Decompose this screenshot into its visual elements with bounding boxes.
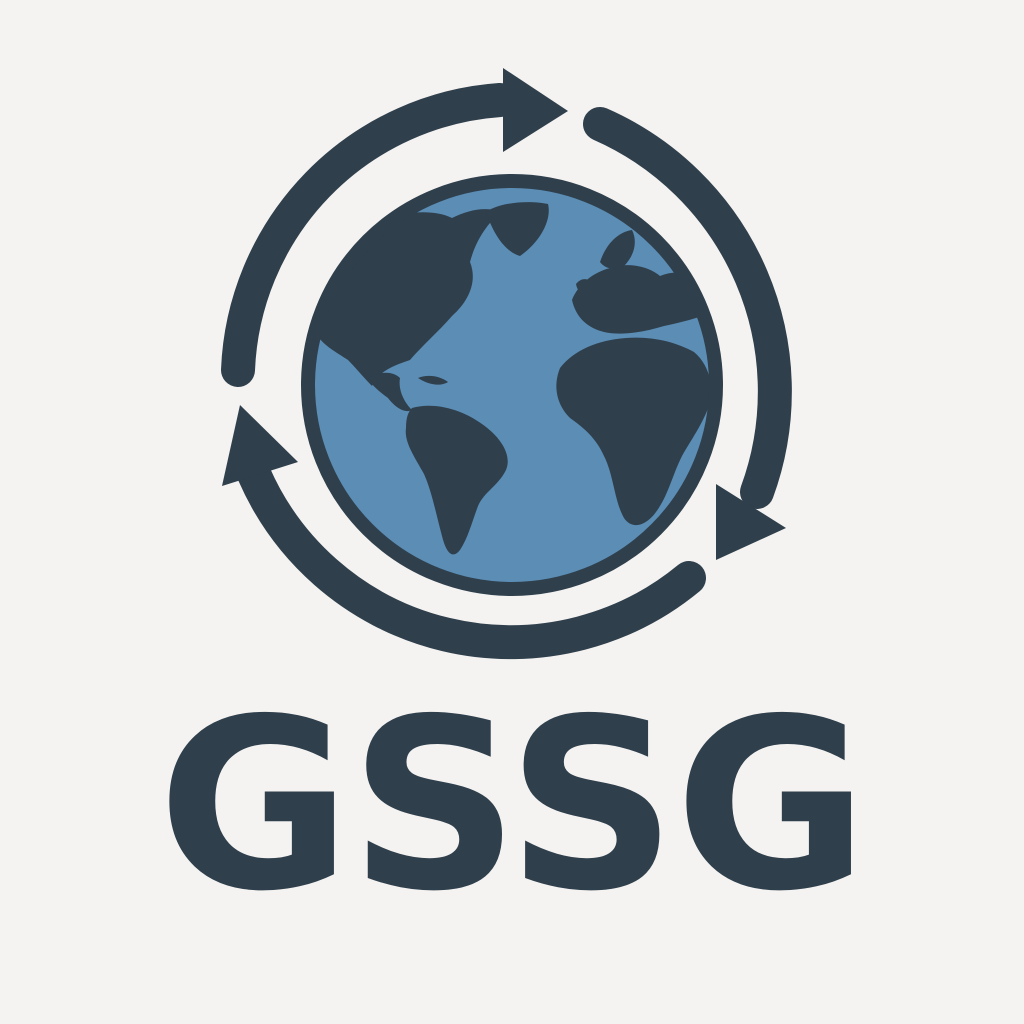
greenland (486, 202, 549, 256)
cycle-arrows-icon (221, 68, 792, 660)
brand-wordmark: GSSG (157, 668, 869, 943)
right-arrowhead (716, 484, 786, 560)
scandinavia (600, 230, 635, 269)
globe-icon (301, 174, 723, 596)
top-arrowhead (503, 68, 568, 152)
caribbean (418, 375, 448, 385)
globe-outline (301, 174, 723, 596)
right-arc (583, 107, 792, 509)
bottom-arc (237, 457, 706, 660)
south-america (405, 405, 508, 555)
africa (556, 337, 712, 526)
top-arc (221, 83, 517, 387)
bottom-arrowhead (222, 405, 298, 486)
europe (572, 265, 714, 334)
british-isles (576, 279, 594, 294)
central-america (368, 372, 412, 412)
